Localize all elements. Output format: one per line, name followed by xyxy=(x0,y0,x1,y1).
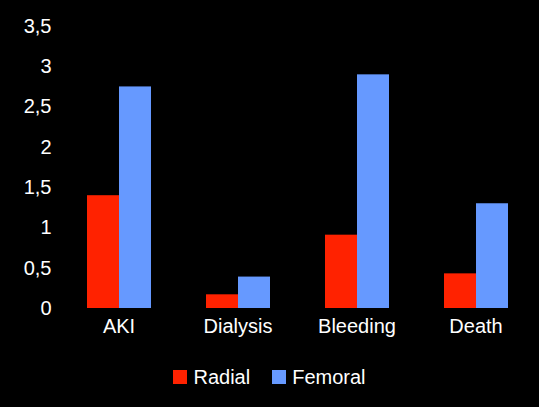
svg-text:AKI: AKI xyxy=(103,315,135,337)
svg-text:2: 2 xyxy=(40,136,51,158)
svg-text:1,5: 1,5 xyxy=(24,176,52,198)
svg-text:Death: Death xyxy=(449,315,502,337)
svg-text:1: 1 xyxy=(40,216,51,238)
svg-text:2,5: 2,5 xyxy=(24,95,52,117)
svg-text:Bleeding: Bleeding xyxy=(318,315,396,337)
html-text:Femoral: Femoral xyxy=(292,365,366,388)
svg-text:Dialysis: Dialysis xyxy=(204,315,273,337)
svg-text:3: 3 xyxy=(40,55,51,77)
html-text:Radial: Radial xyxy=(193,365,251,388)
svg-text:3,5: 3,5 xyxy=(24,15,52,37)
svg-text:0: 0 xyxy=(40,297,51,319)
svg-text:0,5: 0,5 xyxy=(24,257,52,279)
